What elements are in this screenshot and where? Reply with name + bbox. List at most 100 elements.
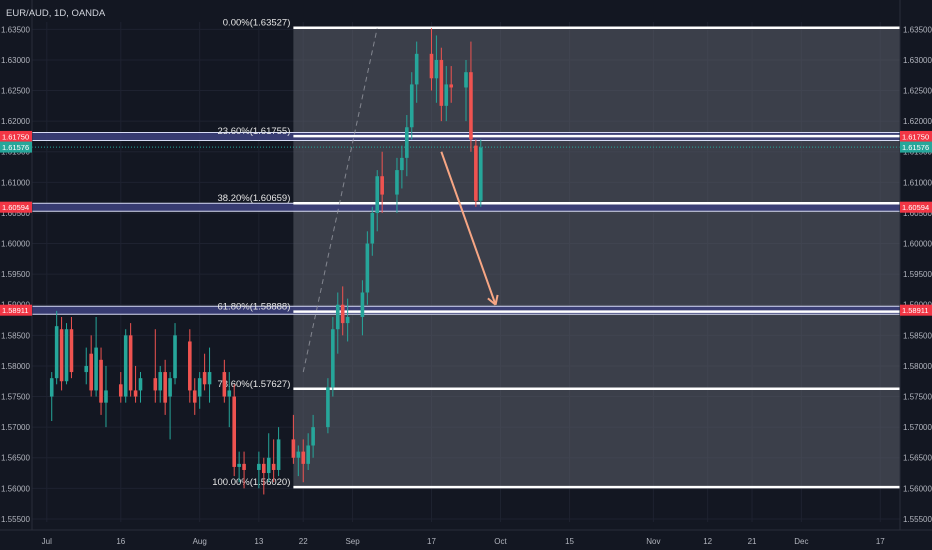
candle — [237, 451, 241, 483]
candle-body — [261, 463, 266, 474]
candle — [335, 292, 340, 354]
candle-body — [434, 59, 439, 79]
y-tick-label-right: 1.60000 — [903, 240, 932, 249]
candle-body — [99, 359, 103, 403]
candle — [326, 378, 330, 434]
price-tag-text: 1.58911 — [2, 306, 29, 315]
y-tick-label-right: 1.59500 — [903, 270, 932, 279]
candle — [360, 280, 365, 336]
candle — [59, 316, 64, 391]
y-tick-label-right: 1.62500 — [903, 87, 932, 96]
candle — [197, 372, 202, 409]
candle — [173, 323, 177, 385]
price-tag-bg — [900, 141, 932, 153]
candle-body — [49, 378, 54, 397]
fib-zone-fill — [293, 27, 900, 488]
price-tag-text: 1.58911 — [902, 306, 929, 315]
candle-body — [128, 335, 133, 391]
candle-body — [414, 53, 419, 85]
x-tick-label: 22 — [299, 537, 308, 546]
candle-body — [331, 329, 335, 388]
candle-body — [345, 316, 350, 324]
price-tag-right: 1.58911 — [900, 304, 932, 316]
candle — [54, 310, 59, 385]
candle — [449, 66, 454, 103]
candle — [207, 347, 212, 403]
candle — [429, 28, 434, 91]
candle — [365, 231, 370, 305]
price-tag-left: 1.58911 — [0, 304, 32, 316]
candle-body — [429, 53, 434, 79]
zone-band — [32, 203, 900, 212]
candle — [370, 206, 375, 256]
candle — [138, 372, 143, 403]
candle — [104, 365, 108, 428]
candle — [242, 451, 246, 489]
price-tag-bg — [900, 130, 932, 142]
x-tick-label: 16 — [116, 537, 125, 546]
x-tick-label: 21 — [748, 537, 757, 546]
candle — [414, 41, 419, 103]
candle-body — [405, 127, 409, 158]
candle — [99, 347, 103, 415]
candle-body — [59, 329, 64, 382]
candle — [118, 372, 123, 403]
x-tick-label: Aug — [193, 537, 207, 546]
x-tick-label: Nov — [646, 537, 660, 546]
candle — [301, 439, 306, 483]
candle — [192, 378, 197, 415]
trend-lines — [302, 28, 378, 373]
candle — [380, 151, 384, 213]
candle-body — [94, 347, 98, 391]
candle — [158, 365, 163, 403]
candle-body — [464, 72, 468, 88]
y-tick-label-right: 1.61000 — [903, 178, 932, 187]
price-tag-left: 1.61750 — [0, 130, 32, 142]
candle — [400, 145, 404, 189]
candle-body — [375, 176, 380, 213]
price-tag-left: 1.60594 — [0, 201, 32, 213]
x-tick-label: Dec — [794, 537, 808, 546]
candle — [202, 353, 207, 391]
candle-body — [311, 427, 315, 446]
candle-body — [202, 372, 207, 385]
candle — [153, 329, 158, 403]
candle-body — [173, 335, 177, 379]
candle-body — [266, 457, 271, 474]
y-tick-label-left: 1.57000 — [1, 423, 30, 432]
candle — [395, 157, 399, 213]
arrow-head — [494, 294, 499, 305]
candle-body — [163, 372, 167, 403]
candle — [188, 329, 192, 403]
y-tick-label-right: 1.58500 — [903, 331, 932, 340]
price-tag-text: 1.61576 — [2, 143, 29, 152]
fib-level-label: 23.60%(1.61755) — [217, 126, 290, 137]
y-tick-label-left: 1.55500 — [1, 515, 30, 524]
y-tick-label-left: 1.61000 — [1, 178, 30, 187]
candle-body — [400, 157, 404, 171]
y-tick-label-right: 1.57500 — [903, 393, 932, 402]
candle — [464, 59, 468, 122]
candle — [271, 439, 276, 483]
arrow-shaft — [440, 151, 497, 306]
price-tag-bg — [900, 201, 932, 213]
y-tick-label-right: 1.62000 — [903, 117, 932, 126]
y-tick-label-left: 1.56000 — [1, 484, 30, 493]
candle — [49, 372, 54, 422]
candle-body — [197, 378, 202, 397]
x-tick-label: 17 — [427, 537, 436, 546]
price-tag-bg — [0, 201, 32, 213]
candle-body — [335, 304, 340, 330]
y-tick-label-right: 1.60500 — [903, 209, 932, 218]
candle — [469, 41, 473, 152]
candle-body — [365, 243, 370, 293]
price-tag-text: 1.60594 — [902, 203, 929, 212]
candle-body — [340, 304, 345, 324]
candle-body — [478, 147, 483, 201]
candle-body — [84, 365, 89, 373]
price-tag-text: 1.61750 — [2, 132, 29, 141]
candle — [444, 66, 449, 122]
price-tag-right: 1.60594 — [900, 201, 932, 213]
